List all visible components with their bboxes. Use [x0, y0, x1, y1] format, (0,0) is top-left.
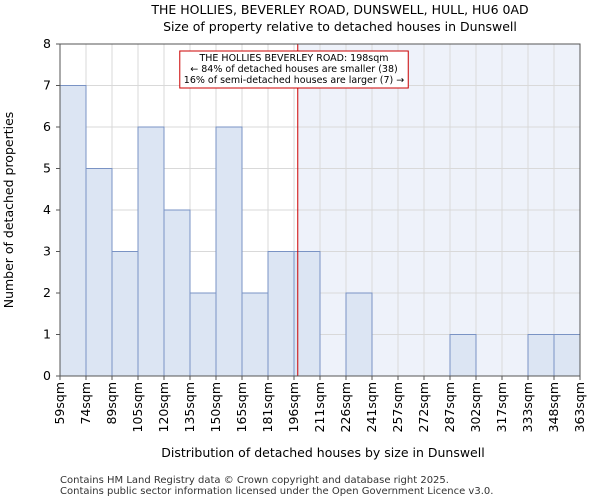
x-tick-label: 105sqm: [130, 382, 145, 432]
x-tick-label: 226sqm: [338, 382, 353, 432]
x-tick-label: 257sqm: [390, 382, 405, 432]
x-tick-label: 135sqm: [182, 382, 197, 432]
bar-348sqm: [553, 334, 581, 377]
x-tick-label: 74sqm: [78, 382, 93, 425]
bars: [59, 85, 581, 377]
annotation-line-1: THE HOLLIES BEVERLEY ROAD: 198sqm: [198, 53, 388, 64]
x-tick-label: 181sqm: [260, 382, 275, 432]
bar-135sqm: [189, 292, 217, 377]
x-tick-label: 348sqm: [546, 382, 561, 432]
x-tick-label: 317sqm: [494, 382, 509, 432]
x-tick-label: 150sqm: [208, 382, 223, 432]
y-tick-label: 5: [43, 161, 51, 176]
annotation-line-2: ← 84% of detached houses are smaller (38…: [190, 64, 397, 75]
footer-line-2: Contains public sector information licen…: [60, 486, 493, 497]
bar-59sqm: [59, 85, 87, 377]
x-axis-label: Distribution of detached houses by size …: [161, 445, 484, 460]
y-tick-label: 7: [43, 78, 51, 93]
y-tick-label: 0: [43, 368, 51, 383]
annotation-line-3: 16% of semi-detached houses are larger (…: [184, 75, 404, 86]
y-tick-label: 2: [43, 285, 51, 300]
bar-150sqm: [215, 126, 243, 377]
bar-74sqm: [85, 168, 113, 377]
annotation-box: THE HOLLIES BEVERLEY ROAD: 198sqm ← 84% …: [179, 50, 409, 89]
bar-226sqm: [345, 292, 373, 377]
x-tick-label: 89sqm: [104, 382, 119, 425]
chart-subtitle: Size of property relative to detached ho…: [163, 19, 517, 34]
x-tick-label: 302sqm: [468, 382, 483, 432]
bar-165sqm: [241, 292, 269, 377]
x-tick-label: 241sqm: [364, 382, 379, 432]
y-tick-labels: 0 1 2 3 4 5 6 7 8: [43, 36, 60, 383]
y-tick-label: 8: [43, 36, 51, 51]
x-tick-labels: 59sqm 74sqm 89sqm 105sqm 120sqm 135sqm 150sqm 1…: [52, 376, 587, 432]
x-tick-label: 287sqm: [442, 382, 457, 432]
bar-181sqm: [267, 251, 295, 377]
x-tick-label: 120sqm: [156, 382, 171, 432]
x-tick-label: 272sqm: [416, 382, 431, 432]
bar-333sqm: [527, 334, 555, 377]
chart-title: THE HOLLIES, BEVERLEY ROAD, DUNSWELL, HU…: [150, 2, 528, 17]
x-tick-label: 363sqm: [572, 382, 587, 432]
y-tick-label: 3: [43, 244, 51, 259]
bar-120sqm: [163, 209, 191, 377]
y-tick-label: 4: [43, 202, 51, 217]
footer-line-1: Contains HM Land Registry data © Crown c…: [60, 475, 449, 486]
x-tick-label: 196sqm: [286, 382, 301, 432]
x-tick-label: 211sqm: [312, 382, 327, 432]
x-tick-label: 59sqm: [52, 382, 67, 425]
bar-89sqm: [111, 251, 139, 377]
bar-287sqm: [449, 334, 477, 377]
y-tick-label: 1: [43, 327, 51, 342]
y-tick-label: 6: [43, 119, 51, 134]
x-tick-label: 333sqm: [520, 382, 535, 432]
y-axis-label: Number of detached properties: [1, 112, 16, 309]
x-tick-label: 165sqm: [234, 382, 249, 432]
annotation-border: [179, 50, 409, 89]
bar-105sqm: [137, 126, 165, 377]
